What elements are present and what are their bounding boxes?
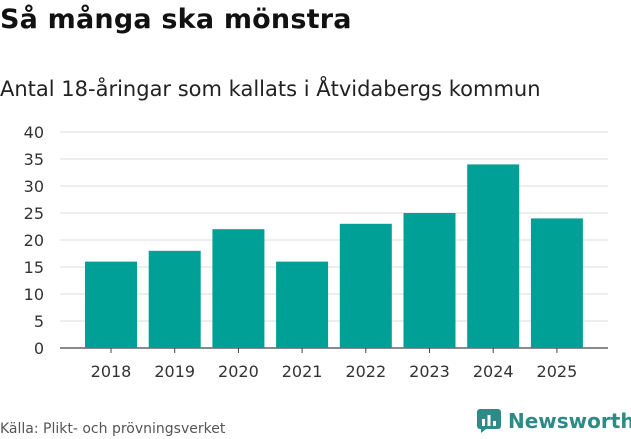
- bar-2022: [339, 223, 392, 348]
- y-tick-label: 20: [24, 231, 44, 250]
- bar-2024: [467, 164, 520, 348]
- brand-name: Newsworthy: [508, 409, 631, 433]
- brand-logo: Newsworthy: [476, 408, 631, 434]
- x-tick-label: 2019: [154, 362, 195, 381]
- y-tick-label: 10: [24, 285, 44, 304]
- x-tick-label: 2018: [91, 362, 132, 381]
- y-tick-label: 35: [24, 150, 44, 169]
- x-tick-label: 2021: [282, 362, 323, 381]
- y-tick-label: 0: [34, 339, 44, 358]
- x-tick-label: 2025: [537, 362, 578, 381]
- y-tick-label: 5: [34, 312, 44, 331]
- x-tick-label: 2020: [218, 362, 259, 381]
- x-tick-label: 2023: [409, 362, 450, 381]
- newsworthy-logo-icon: [477, 409, 501, 433]
- y-tick-label: 40: [24, 123, 44, 142]
- bars: [85, 164, 583, 348]
- x-tick-label: 2024: [473, 362, 514, 381]
- y-axis-ticks: 0 5 10 15 20 25 30 35 40: [24, 123, 44, 358]
- bar-2021: [276, 261, 329, 348]
- y-tick-label: 30: [24, 177, 44, 196]
- bar-2025: [530, 218, 583, 348]
- bar-2023: [403, 213, 456, 348]
- y-tick-label: 15: [24, 258, 44, 277]
- gridlines: [60, 131, 608, 349]
- x-axis-ticks: 2018 2019 2020 2021 2022 2023 2024 2025: [91, 348, 578, 381]
- bar-2020: [212, 229, 265, 348]
- chart-subtitle: Antal 18-åringar som kallats i Åtvidaber…: [0, 77, 541, 101]
- y-tick-label: 25: [24, 204, 44, 223]
- bar-2018: [85, 261, 137, 348]
- chart-title: Så många ska mönstra: [0, 4, 352, 35]
- bar-2019: [148, 250, 201, 348]
- x-tick-label: 2022: [345, 362, 386, 381]
- source-note: Källa: Plikt- och prövningsverket: [0, 421, 226, 437]
